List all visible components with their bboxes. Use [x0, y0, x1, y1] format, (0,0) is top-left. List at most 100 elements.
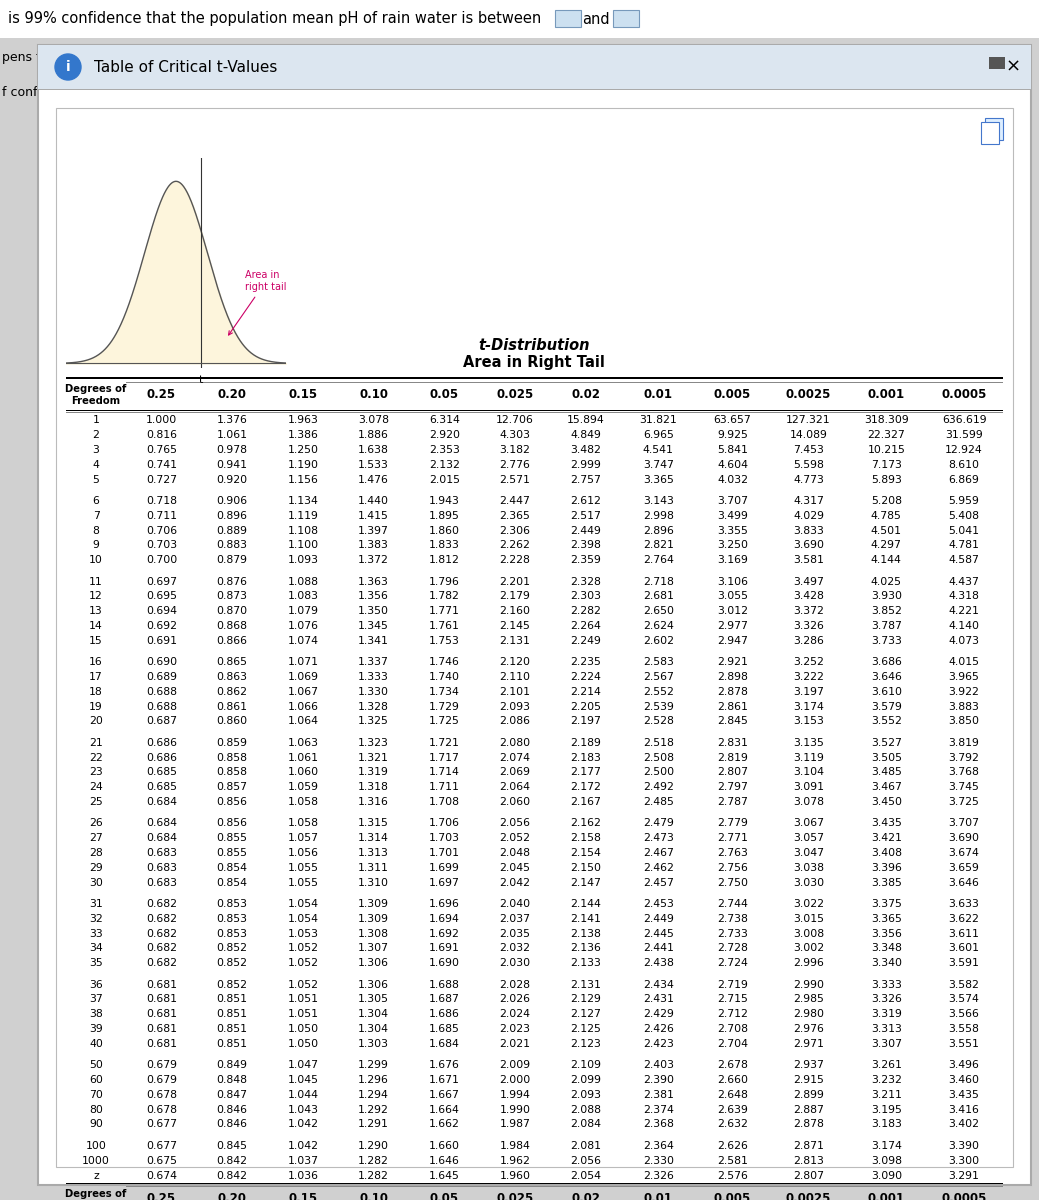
Text: 2.099: 2.099 [570, 1075, 602, 1085]
Text: 3.333: 3.333 [871, 979, 902, 990]
Text: 2.453: 2.453 [643, 899, 673, 910]
Text: 7.453: 7.453 [793, 445, 824, 455]
Text: 10.215: 10.215 [868, 445, 905, 455]
Text: 2.492: 2.492 [643, 782, 673, 792]
Text: 1.059: 1.059 [288, 782, 318, 792]
Text: 4.025: 4.025 [871, 577, 902, 587]
Text: 2.764: 2.764 [643, 556, 673, 565]
Text: 2.878: 2.878 [793, 1120, 824, 1129]
Text: 2.648: 2.648 [717, 1090, 748, 1100]
Text: 6.314: 6.314 [429, 415, 460, 425]
Text: 0.865: 0.865 [217, 658, 247, 667]
Text: 2.042: 2.042 [500, 877, 531, 888]
Text: 0.25: 0.25 [146, 1193, 176, 1200]
Text: 4.781: 4.781 [949, 540, 980, 551]
Text: 2.819: 2.819 [717, 752, 748, 763]
Text: 0.689: 0.689 [145, 672, 177, 682]
Text: 1.051: 1.051 [288, 995, 318, 1004]
Text: 2.462: 2.462 [643, 863, 673, 872]
Text: 2.131: 2.131 [500, 636, 531, 646]
Text: 24: 24 [89, 782, 103, 792]
Text: 1.701: 1.701 [429, 848, 460, 858]
Text: 3.002: 3.002 [793, 943, 824, 954]
Text: 1.323: 1.323 [358, 738, 389, 748]
Text: 1.703: 1.703 [429, 833, 460, 844]
Text: 19: 19 [89, 702, 103, 712]
Text: 3.558: 3.558 [949, 1024, 980, 1034]
Text: 1.310: 1.310 [358, 877, 390, 888]
Text: 30: 30 [89, 877, 103, 888]
Text: 2.626: 2.626 [717, 1141, 748, 1151]
Text: 3.169: 3.169 [717, 556, 748, 565]
Text: 1.053: 1.053 [288, 929, 318, 938]
Text: 2.141: 2.141 [570, 914, 602, 924]
Text: 3.182: 3.182 [500, 445, 531, 455]
Text: 3.348: 3.348 [871, 943, 902, 954]
Text: 3.733: 3.733 [871, 636, 902, 646]
Text: 3.143: 3.143 [643, 496, 673, 506]
Text: 2.040: 2.040 [500, 899, 531, 910]
Text: 2.032: 2.032 [500, 943, 531, 954]
Text: and: and [582, 12, 610, 26]
Text: 3.307: 3.307 [871, 1039, 902, 1049]
Text: 1.729: 1.729 [429, 702, 460, 712]
Text: 2.712: 2.712 [717, 1009, 748, 1019]
Text: 0.0025: 0.0025 [785, 1193, 831, 1200]
Text: 100: 100 [85, 1141, 106, 1151]
Text: 22: 22 [89, 752, 103, 763]
Text: 0.860: 0.860 [216, 716, 247, 726]
Text: 4.015: 4.015 [949, 658, 980, 667]
Text: 127.321: 127.321 [787, 415, 831, 425]
Text: 63.657: 63.657 [714, 415, 751, 425]
Text: 2.445: 2.445 [643, 929, 673, 938]
Text: 2.353: 2.353 [429, 445, 460, 455]
Text: 2.084: 2.084 [570, 1120, 602, 1129]
Text: t: t [198, 374, 204, 385]
Text: 1.963: 1.963 [288, 415, 318, 425]
Text: 2.133: 2.133 [570, 959, 602, 968]
Text: 3.792: 3.792 [949, 752, 980, 763]
Text: 2.678: 2.678 [717, 1061, 748, 1070]
Text: 0.718: 0.718 [145, 496, 177, 506]
Text: 2.015: 2.015 [429, 474, 460, 485]
Text: 2.467: 2.467 [643, 848, 673, 858]
Text: 0.727: 0.727 [145, 474, 177, 485]
Text: 3.566: 3.566 [949, 1009, 980, 1019]
Text: 2.821: 2.821 [643, 540, 673, 551]
Text: 20: 20 [89, 716, 103, 726]
Text: 1.292: 1.292 [358, 1105, 389, 1115]
Text: 2.264: 2.264 [570, 620, 602, 631]
Text: 1.058: 1.058 [288, 818, 318, 828]
Text: 0.005: 0.005 [714, 1193, 751, 1200]
Text: 1.753: 1.753 [429, 636, 460, 646]
Text: 2.985: 2.985 [793, 995, 824, 1004]
Text: 3.038: 3.038 [793, 863, 824, 872]
Text: 2.612: 2.612 [570, 496, 602, 506]
Text: 2.787: 2.787 [717, 797, 748, 808]
Text: 0.816: 0.816 [145, 430, 177, 440]
Bar [981, 122, 1000, 144]
Text: 0.687: 0.687 [145, 716, 177, 726]
Text: 4.221: 4.221 [949, 606, 980, 617]
Text: 0.001: 0.001 [868, 388, 905, 401]
Text: 2.990: 2.990 [793, 979, 824, 990]
Text: 3.591: 3.591 [949, 959, 980, 968]
Text: 9: 9 [92, 540, 100, 551]
Text: 2.567: 2.567 [643, 672, 673, 682]
Bar [56, 108, 1013, 1166]
Text: 2.718: 2.718 [643, 577, 673, 587]
Text: 3.819: 3.819 [949, 738, 980, 748]
Text: 2.150: 2.150 [570, 863, 602, 872]
Text: 0.686: 0.686 [145, 738, 177, 748]
Text: 1.363: 1.363 [358, 577, 389, 587]
Text: 2.024: 2.024 [500, 1009, 531, 1019]
Text: 1.415: 1.415 [358, 511, 389, 521]
Text: 3.551: 3.551 [949, 1039, 980, 1049]
Text: 2.035: 2.035 [500, 929, 531, 938]
Text: 0.692: 0.692 [145, 620, 177, 631]
Text: 4.604: 4.604 [717, 460, 748, 469]
Text: 40: 40 [89, 1039, 103, 1049]
Text: 0.849: 0.849 [217, 1061, 247, 1070]
Text: 1.645: 1.645 [429, 1170, 460, 1181]
Text: 3.421: 3.421 [871, 833, 902, 844]
